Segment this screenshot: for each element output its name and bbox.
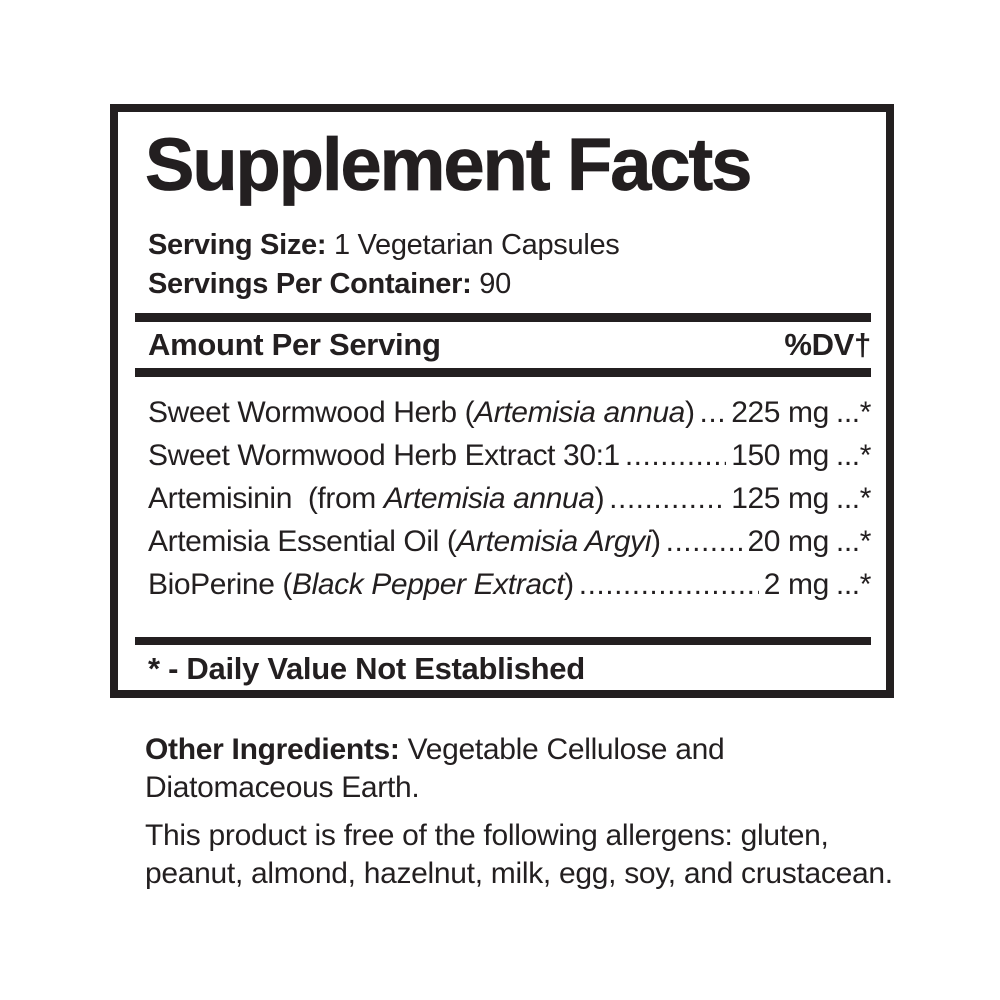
- ingredient-name: Artemisia Essential Oil (Artemisia Argyi…: [148, 520, 661, 563]
- ingredient-name: Sweet Wormwood Herb (Artemisia annua): [148, 391, 695, 434]
- ingredient-botanical-name: Artemisia annua: [474, 396, 685, 429]
- servings-per-container-row: Servings Per Container: 90: [148, 265, 871, 304]
- ingredient-dv: ...*: [835, 568, 871, 601]
- serving-size-value: 1 Vegetarian Capsules: [326, 229, 620, 261]
- dot-leader: ........................................…: [665, 525, 743, 558]
- amount-per-serving-header: Amount Per Serving: [148, 327, 441, 362]
- ingredient-dv: ...*: [835, 525, 871, 558]
- other-ingredients-label: Other Ingredients:: [145, 733, 400, 766]
- dot-leader: ........................................…: [699, 396, 727, 429]
- other-ingredients-section: Other Ingredients: Vegetable Cellulose a…: [145, 731, 725, 807]
- ingredient-name-text: Sweet Wormwood Herb (: [148, 396, 475, 429]
- servings-per-container-label: Servings Per Container:: [148, 268, 472, 300]
- ingredient-dv: ...*: [835, 396, 871, 429]
- divider-bar-top: [135, 313, 871, 322]
- ingredient-name-close: ): [564, 568, 574, 601]
- panel-title: Supplement Facts: [145, 123, 753, 207]
- other-ingredients-value: Vegetable Cellulose and: [399, 733, 725, 766]
- serving-size-label: Serving Size:: [148, 229, 327, 261]
- allergen-line-1: This product is free of the following al…: [145, 819, 829, 852]
- ingredient-name: BioPerine (Black Pepper Extract): [148, 563, 574, 606]
- divider-bar-middle: [135, 368, 871, 377]
- other-ingredients-line-1: Other Ingredients: Vegetable Cellulose a…: [145, 731, 725, 769]
- divider-bar-bottom: [135, 637, 871, 645]
- ingredient-amount: 150 mg: [731, 439, 829, 472]
- ingredient-amount-group: 150 mg ...*: [731, 434, 871, 477]
- ingredient-row-bioperine: BioPerine (Black Pepper Extract) .......…: [148, 563, 871, 606]
- dot-leader: ........................................…: [578, 568, 759, 601]
- supplement-facts-panel: Supplement Facts Serving Size: 1 Vegetar…: [110, 104, 894, 698]
- ingredient-name-text: Artemisinin (from: [148, 482, 384, 515]
- ingredient-name: Sweet Wormwood Herb Extract 30:1: [148, 434, 620, 477]
- ingredient-amount: 125 mg: [731, 482, 829, 515]
- dot-leader: ........................................…: [624, 439, 726, 472]
- ingredient-name-close: ): [651, 525, 661, 558]
- ingredient-amount-group: 2 mg ...*: [763, 563, 872, 606]
- serving-size-row: Serving Size: 1 Vegetarian Capsules: [148, 226, 871, 265]
- dot-leader: ........................................…: [609, 482, 726, 515]
- ingredient-amount-group: 20 mg ...*: [747, 520, 872, 563]
- ingredient-row-artemisia-essential-oil: Artemisia Essential Oil (Artemisia Argyi…: [148, 520, 871, 563]
- column-header-row: Amount Per Serving %DV†: [135, 322, 871, 368]
- ingredient-botanical-name: Black Pepper Extract: [292, 568, 565, 601]
- ingredient-name-text: BioPerine (: [148, 568, 293, 601]
- allergen-line-2: peanut, almond, hazelnut, milk, egg, soy…: [145, 857, 893, 890]
- serving-info: Serving Size: 1 Vegetarian Capsules Serv…: [148, 226, 871, 304]
- ingredient-amount: 225 mg: [731, 396, 829, 429]
- ingredient-dv: ...*: [835, 482, 871, 515]
- dv-column-header: %DV†: [784, 327, 871, 362]
- daily-value-footnote: * - Daily Value Not Established: [148, 651, 585, 686]
- servings-per-container-value: 90: [471, 268, 511, 300]
- ingredient-name: Artemisinin (from Artemisia annua): [148, 477, 605, 520]
- ingredient-amount: 20 mg: [747, 525, 830, 558]
- ingredient-row-sweet-wormwood-extract: Sweet Wormwood Herb Extract 30:1 .......…: [148, 434, 871, 477]
- ingredient-name-close: ): [594, 482, 605, 515]
- ingredient-amount-group: 125 mg ...*: [731, 477, 871, 520]
- ingredient-dv: ...*: [835, 439, 871, 472]
- ingredient-amount-group: 225 mg ...*: [731, 391, 871, 434]
- ingredient-botanical-name: Artemisia Argyi: [456, 525, 652, 558]
- ingredient-botanical-name: Artemisia annua: [383, 482, 595, 515]
- ingredient-list: Sweet Wormwood Herb (Artemisia annua) ..…: [135, 377, 871, 606]
- ingredient-name-close: ): [684, 396, 695, 429]
- ingredient-name-text: Artemisia Essential Oil (: [148, 525, 457, 558]
- allergen-statement: This product is free of the following al…: [145, 817, 893, 893]
- ingredient-row-artemisinin: Artemisinin (from Artemisia annua) .....…: [148, 477, 871, 520]
- other-ingredients-line-2: Diatomaceous Earth.: [145, 771, 420, 804]
- ingredient-amount: 2 mg: [763, 568, 830, 601]
- ingredient-row-sweet-wormwood-herb: Sweet Wormwood Herb (Artemisia annua) ..…: [148, 391, 871, 434]
- ingredient-name-text: Sweet Wormwood Herb Extract 30:1: [148, 439, 620, 472]
